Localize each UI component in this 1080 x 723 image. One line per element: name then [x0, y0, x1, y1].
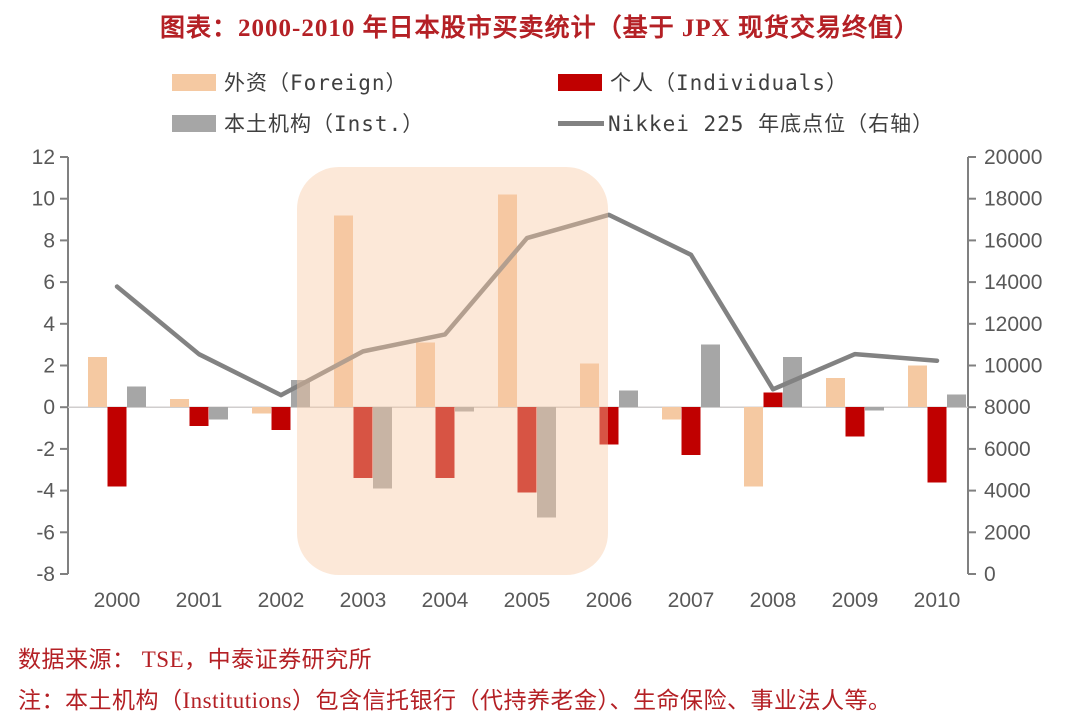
left-axis-tick-label: 6 [43, 271, 55, 294]
x-axis-year-label: 2010 [914, 589, 961, 612]
legend-item-inst: 本土机构（Inst.） [172, 110, 424, 136]
bar-individuals-2000 [107, 407, 127, 487]
page-title: 图表：2000-2010 年日本股市买卖统计（基于 JPX 现货交易终值） [160, 15, 920, 42]
bar-individuals-2009 [845, 407, 865, 437]
bar-foreign-2006 [580, 363, 599, 408]
x-axis-year-label: 2000 [94, 589, 141, 612]
right-axis-tick-label: 10000 [984, 355, 1042, 378]
bar-foreign-2009 [826, 378, 845, 408]
left-axis-tick-label: -4 [36, 480, 55, 503]
x-axis-year-label: 2006 [586, 589, 633, 612]
x-axis-year-label: 2008 [750, 589, 797, 612]
right-axis-tick-label: 12000 [984, 313, 1042, 336]
bar-inst-2004 [455, 407, 474, 412]
bar-foreign-2002 [252, 407, 271, 414]
legend-item-nikkei: Nikkei 225 年底点位（右轴） [558, 110, 934, 136]
x-axis-year-label: 2009 [832, 589, 879, 612]
legend-item-foreign: 外资（Foreign） [172, 69, 408, 95]
bar-foreign-2000 [88, 357, 107, 408]
bar-individuals-2008 [763, 392, 783, 408]
left-axis-tick-label: 4 [43, 313, 55, 336]
left-axis-tick-label: -2 [36, 438, 55, 461]
nikkei-line-swatch-icon [558, 120, 604, 126]
legend-item-individuals: 个人（Individuals） [558, 69, 848, 95]
individuals-swatch-icon [558, 73, 602, 91]
left-axis-tick-label: 8 [43, 229, 55, 252]
x-axis-year-label: 2004 [422, 589, 469, 612]
x-axis-labels: 2000 2001 2002 2003 2004 2005 2006 2007 2008 2009… [94, 589, 961, 612]
left-axis-tick-label: -8 [36, 563, 55, 586]
bar-inst-2007 [701, 344, 720, 408]
bars-group [88, 194, 966, 518]
bar-foreign-2007 [662, 407, 681, 420]
bar-inst-2000 [127, 386, 146, 408]
left-axis-tick-label: -6 [36, 521, 55, 544]
bar-inst-2003 [373, 407, 392, 489]
legend-label: 外资（Foreign） [224, 71, 408, 95]
bar-foreign-2010 [908, 365, 927, 408]
nikkei-225-line [114, 212, 940, 398]
x-axis-year-label: 2003 [340, 589, 387, 612]
right-axis-tick-label: 2000 [984, 521, 1031, 544]
right-axis: 0 2000 4000 6000 8000 10000 12000 14000 16000 180… [967, 146, 1042, 586]
bar-foreign-2001 [170, 398, 189, 408]
footnote-line: 注：本土机构（Institutions）包含信托银行（代持养老金）、生命保险、事… [18, 688, 892, 713]
left-axis-tick-label: 2 [43, 355, 55, 378]
bar-foreign-2008 [744, 407, 763, 487]
right-axis-tick-label: 14000 [984, 271, 1042, 294]
dual-axis-bar-line-chart: 12 10 8 6 4 2 0 -2 -4 -6 -8 0 2000 4000 6000 8000 10000 1… [32, 146, 1043, 612]
highlight-region-2003-2005 [297, 167, 608, 575]
bar-inst-2001 [209, 407, 228, 420]
right-axis-tick-label: 0 [984, 563, 996, 586]
legend-label: Nikkei 225 年底点位（右轴） [608, 112, 935, 136]
bar-individuals-2005 [517, 407, 537, 493]
legend-label: 本土机构（Inst.） [224, 112, 425, 136]
right-axis-tick-label: 18000 [984, 188, 1042, 211]
data-source-line: 数据来源： TSE，中泰证券研究所 [18, 647, 373, 672]
x-axis-year-label: 2002 [258, 589, 305, 612]
x-axis-year-label: 2001 [176, 589, 223, 612]
bar-individuals-2006 [599, 407, 619, 445]
foreign-swatch-icon [172, 73, 216, 91]
left-axis: 12 10 8 6 4 2 0 -2 -4 -6 -8 [32, 146, 69, 586]
bar-inst-2006 [619, 390, 638, 408]
left-axis-tick-label: 0 [43, 396, 55, 419]
bar-foreign-2004 [416, 342, 435, 408]
bar-individuals-2003 [353, 407, 373, 479]
bar-individuals-2010 [927, 407, 947, 483]
bar-inst-2005 [537, 407, 556, 518]
x-axis-year-label: 2005 [504, 589, 551, 612]
right-axis-tick-label: 6000 [984, 438, 1031, 461]
bar-inst-2010 [947, 394, 966, 408]
bar-individuals-2001 [189, 407, 209, 426]
bar-foreign-2005 [498, 194, 517, 408]
inst-swatch-icon [172, 114, 216, 132]
bar-individuals-2007 [681, 407, 701, 456]
x-axis-year-label: 2007 [668, 589, 715, 612]
right-axis-tick-label: 16000 [984, 229, 1042, 252]
right-axis-tick-label: 8000 [984, 396, 1031, 419]
right-axis-tick-label: 20000 [984, 146, 1042, 169]
bar-individuals-2004 [435, 407, 455, 479]
left-axis-tick-label: 12 [32, 146, 55, 169]
right-axis-tick-label: 4000 [984, 480, 1031, 503]
bar-inst-2009 [865, 407, 884, 411]
legend-label: 个人（Individuals） [610, 71, 849, 95]
bar-individuals-2002 [271, 407, 291, 431]
left-axis-tick-label: 10 [32, 188, 55, 211]
